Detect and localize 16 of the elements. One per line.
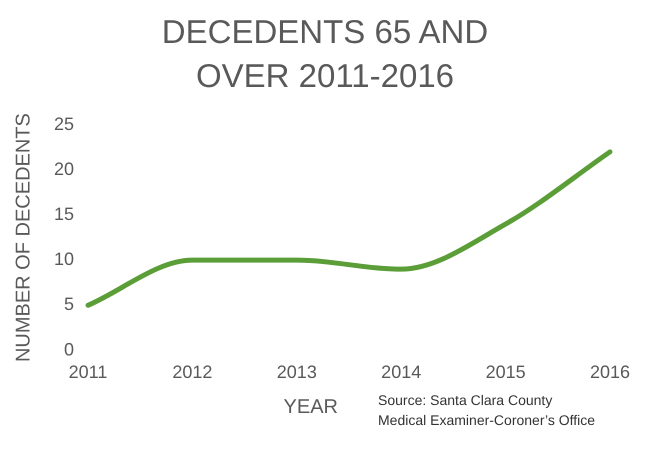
y-axis-title: NUMBER OF DECEDENTS [12,113,35,362]
x-tick-label: 2013 [276,362,317,382]
x-tick-label: 2012 [172,362,212,382]
x-axis-title: YEAR [282,395,338,420]
y-tick-label: 20 [54,158,74,179]
y-tick-label: 5 [64,294,74,314]
y-tick-label: 0 [64,339,74,360]
y-tick-label: 10 [54,249,74,270]
y-tick-label: 15 [54,204,74,224]
source-note: Source: Santa Clara County Medical Examiner-Coroner’s Office [378,391,596,430]
x-tick-label: 2016 [590,362,630,382]
x-tick-label: 2011 [68,362,108,382]
chart-title: DECEDENTS 65 AND OVER 2011-2016 [160,12,490,96]
x-tick-label: 2014 [381,362,422,382]
x-tick-label: 2015 [486,362,526,382]
y-tick-label: 25 [54,114,74,134]
